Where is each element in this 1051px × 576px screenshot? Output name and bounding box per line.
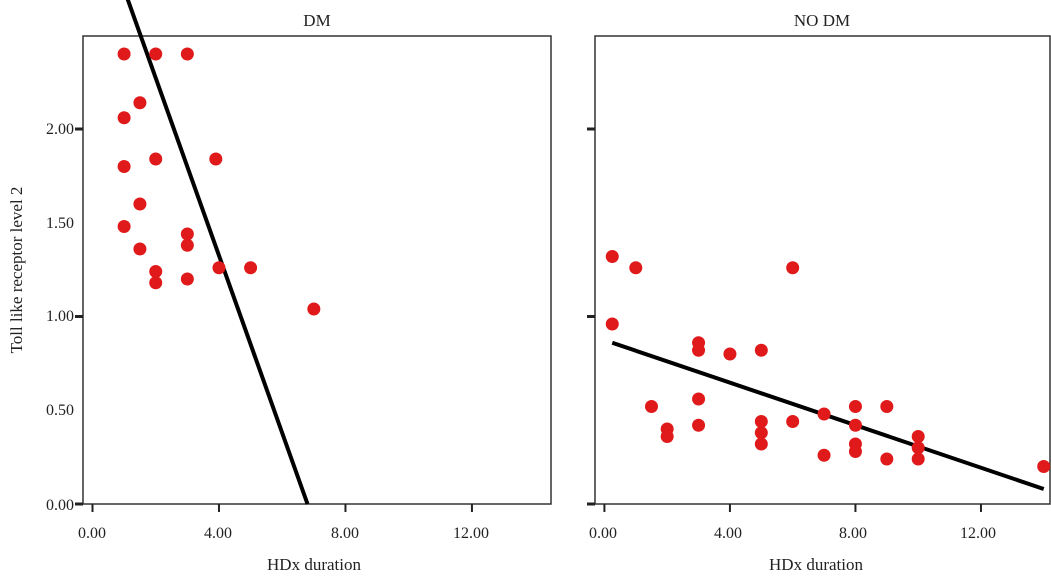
data-point-dm <box>180 238 194 252</box>
data-point-no-dm <box>817 448 831 462</box>
data-point-dm <box>180 227 194 241</box>
y-tick-label: 0.50 <box>46 402 74 419</box>
data-marks <box>117 0 1051 505</box>
data-point-dm <box>133 242 147 256</box>
data-point-no-dm <box>911 430 925 443</box>
data-point-no-dm <box>692 418 706 432</box>
data-point-dm <box>117 47 131 61</box>
data-point-no-dm <box>692 343 706 357</box>
data-point-dm <box>149 265 163 278</box>
plot-frame-dm <box>82 35 552 505</box>
data-point-no-dm <box>848 445 862 458</box>
axis-ticks <box>75 127 982 512</box>
data-point-no-dm <box>848 418 862 432</box>
x-tick-label: 12.00 <box>960 525 996 542</box>
data-point-dm <box>149 152 163 166</box>
x-tick-label: 8.00 <box>839 525 867 542</box>
data-point-dm <box>244 261 258 275</box>
x-tick-labels-dm: 0.00 4.00 8.00 12.00 <box>78 525 489 542</box>
fit-line-dm <box>125 0 310 505</box>
data-point-dm <box>209 152 223 166</box>
data-point-dm <box>117 220 131 233</box>
data-point-dm <box>307 302 321 316</box>
x-tick-label: 4.00 <box>204 525 232 542</box>
y-tick-label: 1.00 <box>46 308 74 325</box>
data-point-no-dm <box>644 400 658 413</box>
x-tick-labels-no-dm: 0.00 4.00 8.00 12.00 <box>589 525 996 542</box>
data-point-dm <box>133 96 147 110</box>
data-point-dm <box>212 261 226 275</box>
data-point-no-dm <box>605 250 619 263</box>
data-point-no-dm <box>786 261 800 275</box>
data-point-no-dm <box>880 452 894 466</box>
data-point-no-dm <box>692 392 706 406</box>
y-tick-label: 2.00 <box>46 121 74 138</box>
data-point-no-dm <box>754 437 768 451</box>
y-tick-label: 1.50 <box>46 215 74 232</box>
data-point-dm <box>117 111 131 125</box>
data-point-no-dm <box>754 426 768 440</box>
y-tick-labels: 0.00 0.50 1.00 1.50 2.00 <box>46 121 74 514</box>
panel-title-dm: DM <box>303 11 330 30</box>
x-tick-label: 4.00 <box>714 525 742 542</box>
data-point-no-dm <box>605 317 619 331</box>
data-point-no-dm <box>786 415 800 428</box>
panel-title-no-dm: NO DM <box>794 11 850 30</box>
data-point-dm <box>149 276 163 290</box>
data-point-dm <box>180 272 194 286</box>
data-point-dm <box>117 160 131 173</box>
x-tick-label: 12.00 <box>453 525 489 542</box>
x-tick-label: 0.00 <box>589 525 617 542</box>
data-point-no-dm <box>817 407 831 421</box>
data-point-dm <box>133 197 147 211</box>
x-tick-label: 8.00 <box>331 525 359 542</box>
y-tick-label: 0.00 <box>46 497 74 514</box>
plot-frame-no-dm <box>594 35 1051 505</box>
x-tick-label: 0.00 <box>78 525 106 542</box>
data-point-no-dm <box>723 347 737 361</box>
data-point-no-dm <box>848 400 862 413</box>
data-point-no-dm <box>911 441 925 455</box>
data-point-dm <box>149 47 163 61</box>
data-point-no-dm <box>754 415 768 428</box>
data-point-dm <box>180 47 194 61</box>
data-point-no-dm <box>660 430 674 443</box>
data-point-no-dm <box>754 343 768 357</box>
x-axis-label-dm: HDx duration <box>267 555 361 574</box>
data-point-no-dm <box>911 452 925 466</box>
data-point-no-dm <box>1037 460 1051 473</box>
data-point-no-dm <box>880 400 894 413</box>
y-axis-label: Toll like receptor level 2 <box>7 187 26 354</box>
data-point-no-dm <box>629 261 643 275</box>
x-axis-label-no-dm: HDx duration <box>769 555 863 574</box>
